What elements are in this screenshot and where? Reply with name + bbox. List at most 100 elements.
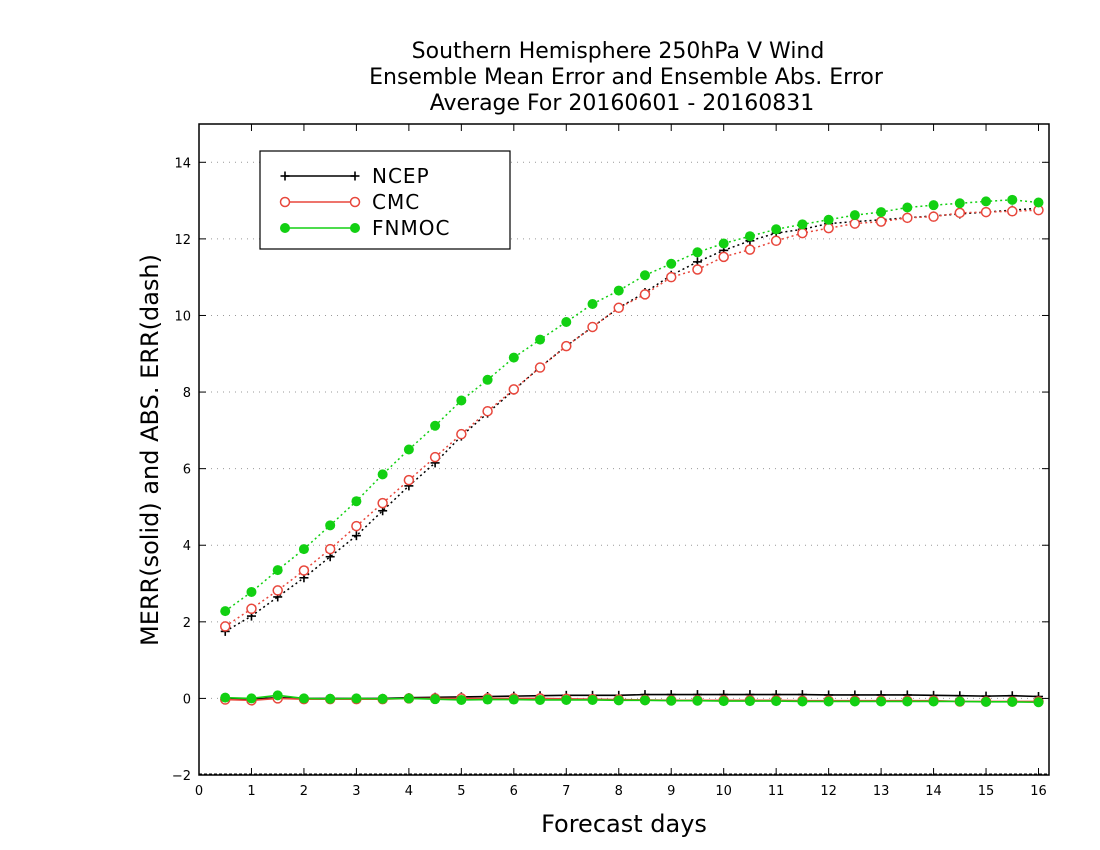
fnmoc-mean-err-point: [613, 695, 624, 706]
title-line-2: Ensemble Mean Error and Ensemble Abs. Er…: [369, 65, 884, 90]
cmc-abs-err-point: [456, 428, 467, 440]
y-axis-ticks: −2 0 2 4 6 8 10 12 14: [172, 156, 1049, 784]
fnmoc-abs-err-point: [430, 420, 441, 431]
x-tick-label: 15: [978, 784, 995, 799]
fnmoc-mean-err-point: [272, 690, 283, 701]
legend-marker-cmc: [279, 196, 291, 208]
fnmoc-abs-err-point: [298, 544, 309, 555]
x-tick-label: 2: [300, 784, 308, 799]
cmc-abs-err-point: [482, 405, 493, 417]
cmc-abs-err-point: [508, 384, 520, 395]
fnmoc-abs-err-point: [535, 334, 546, 345]
cmc-abs-err-point: [954, 207, 966, 219]
legend-entry-fnmoc: FNMOC: [280, 216, 450, 240]
x-tick-label: 3: [352, 784, 360, 799]
cmc-abs-err-point: [875, 216, 887, 227]
y-tick-label: 14: [174, 156, 191, 171]
cmc-abs-err-point: [639, 289, 651, 300]
fnmoc-abs-err-point: [220, 606, 231, 617]
fnmoc-mean-err-point: [351, 693, 362, 704]
cmc-abs-err-point: [744, 244, 756, 255]
y-tick-label: −2: [172, 769, 191, 784]
fnmoc-abs-err-point: [272, 565, 283, 576]
fnmoc-abs-err-point: [981, 196, 992, 207]
fnmoc-mean-err-point: [639, 695, 650, 706]
cmc-abs-err-point: [849, 218, 861, 229]
fnmoc-mean-err-point: [456, 694, 467, 705]
fnmoc-mean-err-point: [849, 696, 860, 707]
fnmoc-mean-err-point: [928, 696, 939, 707]
fnmoc-abs-err-point: [954, 198, 965, 209]
fnmoc-mean-err-point: [744, 696, 755, 707]
y-tick-label: 10: [174, 309, 191, 324]
cmc-abs-err-point: [377, 497, 388, 509]
x-tick-label: 8: [615, 784, 623, 799]
cmc-abs-err-point: [272, 585, 283, 596]
x-tick-label: 6: [510, 784, 518, 799]
fnmoc-abs-err-point: [482, 374, 493, 385]
ncep-abs-err-line: [224, 207, 1039, 633]
fnmoc-mean-err-point: [771, 696, 782, 707]
cmc-abs-err-point: [770, 235, 782, 247]
cmc-abs-err-point: [692, 264, 703, 275]
y-tick-label: 2: [183, 616, 191, 631]
fnmoc-mean-err-point: [692, 695, 703, 706]
cmc-abs-err-point: [246, 603, 257, 615]
fnmoc-mean-err-point: [902, 696, 913, 707]
fnmoc-abs-err-point: [351, 496, 362, 507]
series-lines: [224, 199, 1039, 704]
cmc-abs-err-point: [613, 302, 625, 314]
fnmoc-abs-err-point: [377, 469, 388, 480]
fnmoc-mean-err-point: [430, 694, 441, 705]
legend-entry-cmc: CMC: [279, 190, 420, 214]
fnmoc-mean-err-point: [482, 694, 493, 705]
x-tick-label: 1: [247, 784, 255, 799]
fnmoc-mean-err-point: [1007, 696, 1018, 707]
cmc-abs-err-point: [587, 321, 598, 333]
fnmoc-abs-err-point: [587, 298, 598, 309]
fnmoc-mean-err-point: [403, 693, 414, 704]
y-tick-label: 0: [183, 692, 191, 707]
series-markers: [219, 194, 1044, 708]
y-tick-label: 4: [183, 539, 191, 554]
fnmoc-abs-err-point: [849, 210, 860, 221]
cmc-abs-err-point: [665, 271, 677, 283]
y-tick-label: 6: [183, 463, 191, 478]
fnmoc-abs-err-point: [403, 444, 414, 455]
fnmoc-abs-err-point: [456, 395, 467, 406]
plot-area-frame: [198, 123, 1050, 776]
fnmoc-abs-err-point: [561, 316, 572, 327]
cmc-abs-err-point: [718, 251, 729, 263]
x-tick-label: 10: [715, 784, 732, 799]
legend-label-fnmoc: FNMOC: [372, 216, 450, 240]
cmc-abs-err-point: [928, 211, 939, 222]
legend-marker-ncep: [350, 171, 360, 181]
cmc-abs-err-point: [797, 227, 808, 239]
cmc-abs-err-point: [429, 451, 441, 463]
fnmoc-mean-err-point: [246, 693, 257, 704]
fnmoc-abs-err-point: [928, 200, 939, 211]
x-tick-label: 5: [457, 784, 465, 799]
fnmoc-abs-err-point: [325, 520, 336, 531]
ncep-abs-err-point: [351, 531, 361, 541]
fnmoc-mean-err-point: [666, 695, 677, 706]
fnmoc-abs-err-point: [744, 231, 755, 242]
fnmoc-mean-err-point: [981, 696, 992, 707]
fnmoc-mean-err-point: [823, 696, 834, 707]
fnmoc-mean-err-point: [954, 696, 965, 707]
legend-label-cmc: CMC: [372, 190, 420, 214]
fnmoc-mean-err-point: [377, 693, 388, 704]
y-tick-label: 12: [174, 233, 191, 248]
fnmoc-abs-err-point: [1033, 197, 1044, 208]
fnmoc-mean-err-point: [508, 694, 519, 705]
chart-title: Southern Hemisphere 250hPa V Wind Ensemb…: [369, 39, 884, 116]
x-tick-label: 13: [873, 784, 890, 799]
fnmoc-mean-err-point: [1033, 697, 1044, 708]
x-tick-label: 9: [667, 784, 675, 799]
fnmoc-abs-err-line: [224, 199, 1039, 612]
cmc-abs-err-point: [324, 543, 336, 555]
cmc-abs-err-point: [351, 520, 362, 532]
legend-entry-ncep: NCEP: [280, 164, 429, 188]
fnmoc-abs-err-point: [692, 247, 703, 258]
